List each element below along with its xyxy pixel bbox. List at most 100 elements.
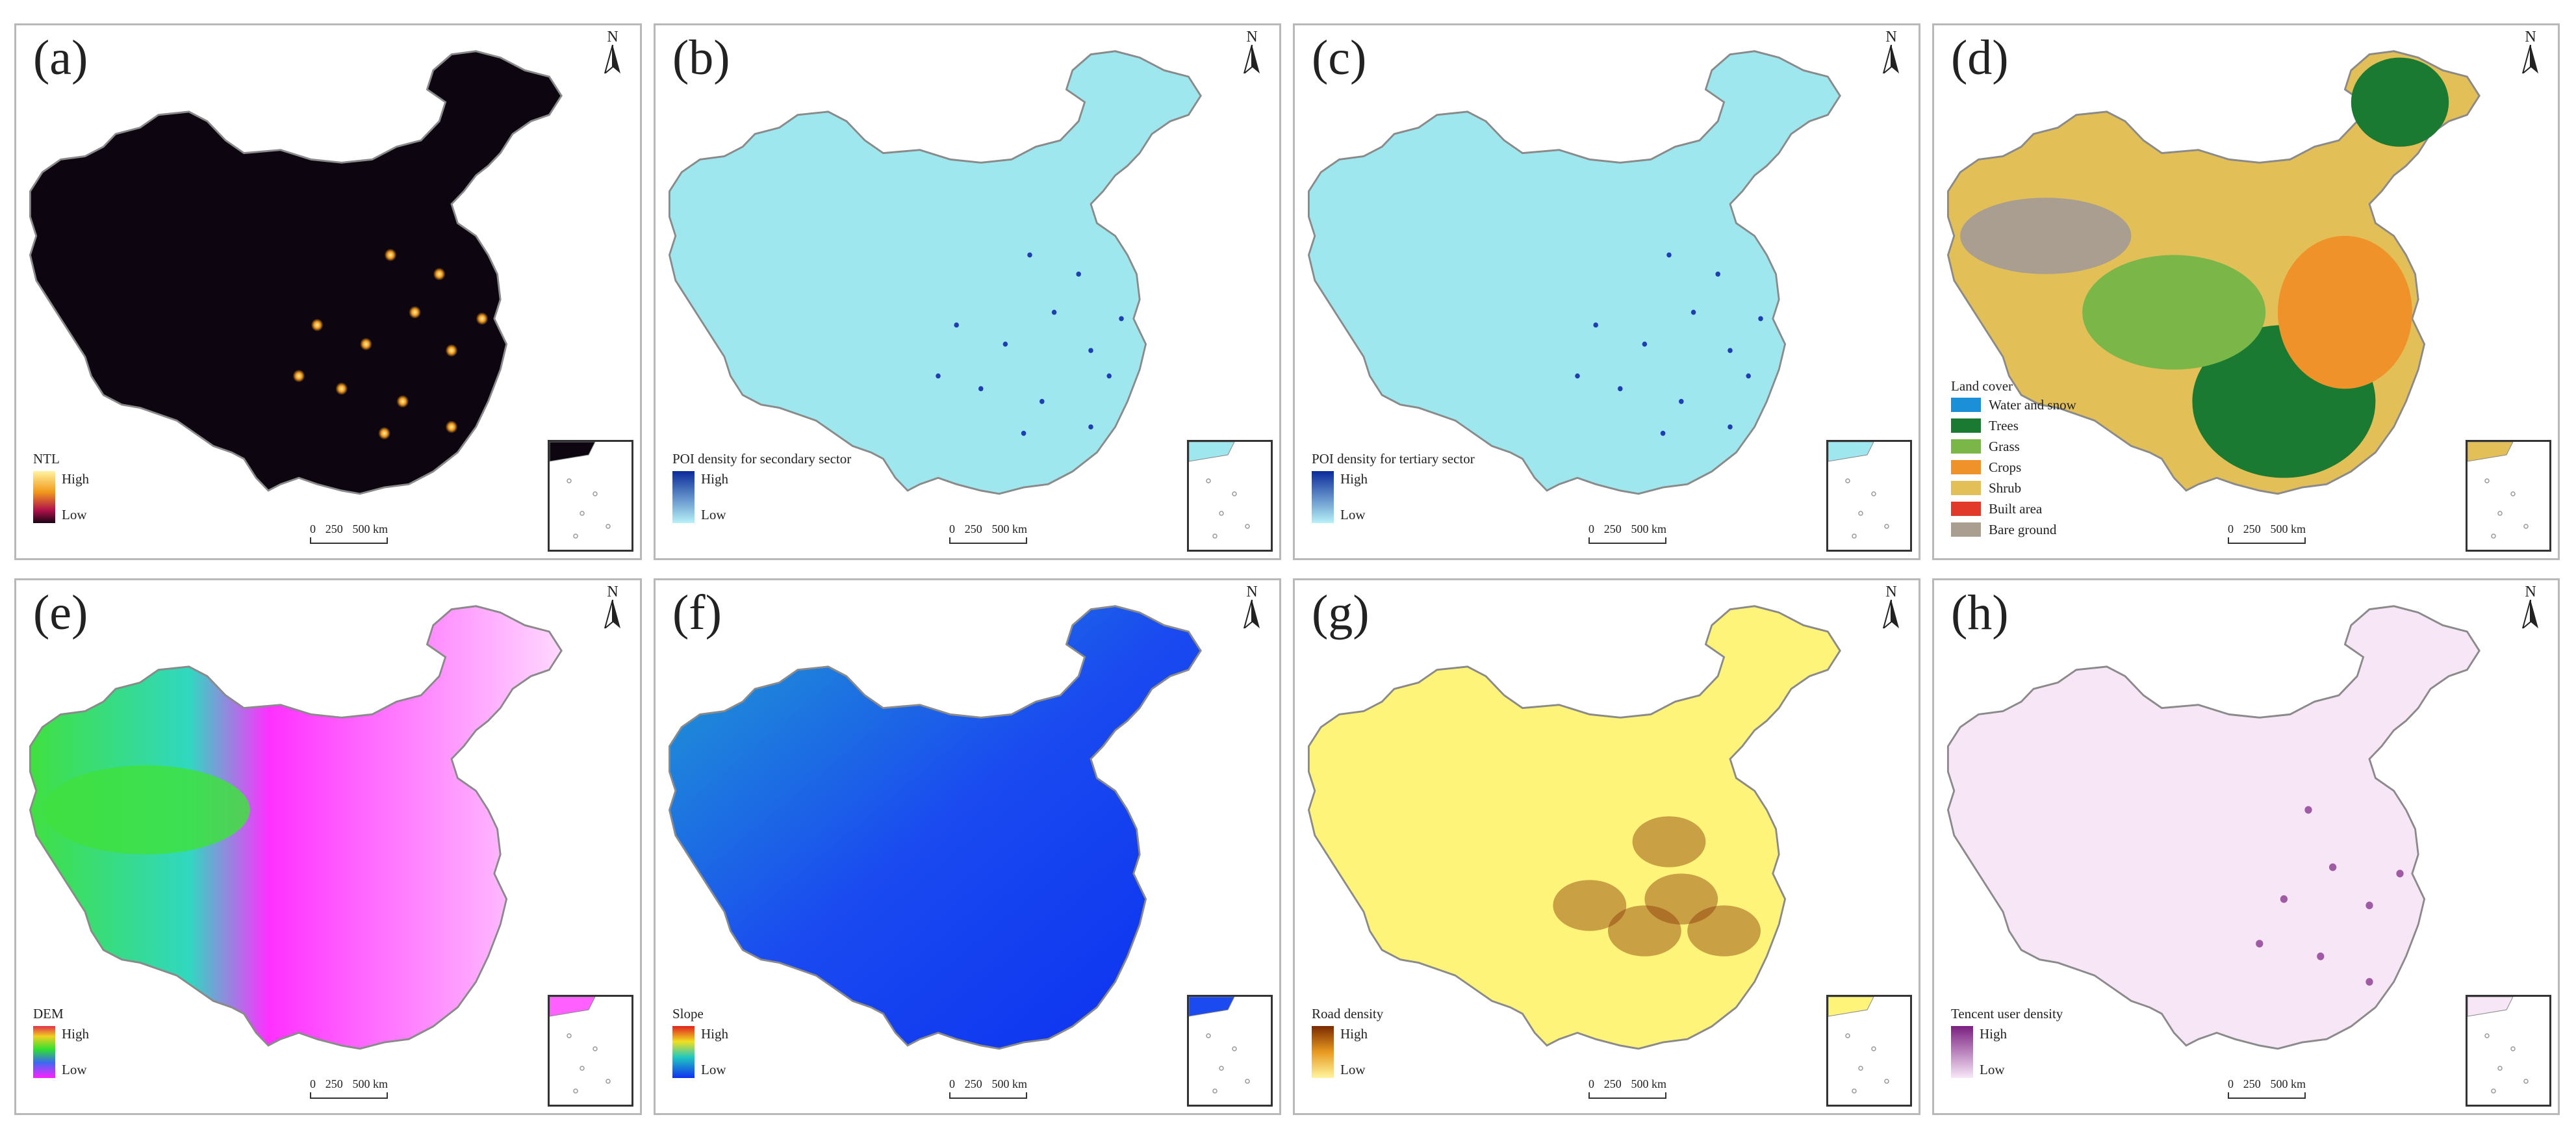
scale-tick-label: 500 km — [2270, 522, 2306, 535]
map-panel-d: (d) N Land cover Water and snow Trees Grass Cr… — [1932, 23, 2560, 560]
legend-high-label: High — [1340, 471, 1368, 487]
city-light — [476, 312, 489, 326]
south-china-sea-inset — [2466, 995, 2551, 1107]
legend-label: Water and snow — [1989, 396, 2076, 413]
map-canvas — [1307, 605, 1841, 1050]
scale-tick-label: 0 — [310, 1077, 316, 1090]
city-light — [378, 427, 391, 440]
city-light — [445, 344, 458, 357]
legend-label: Built area — [1989, 500, 2043, 517]
scale-tick-label: 250 — [2243, 1077, 2261, 1090]
south-china-sea-inset — [1187, 440, 1273, 552]
city-light — [409, 305, 422, 319]
legend-color-ramp — [33, 471, 55, 523]
china-outline — [1307, 605, 1841, 1050]
map-canvas — [29, 50, 563, 495]
china-outline — [668, 605, 1202, 1050]
legend-label: Crops — [1989, 459, 2022, 475]
legend-swatch — [1951, 481, 1981, 495]
scale-tick-label: 500 km — [352, 522, 388, 535]
legend-low-label: Low — [62, 507, 87, 522]
panel-label: (f) — [672, 585, 722, 640]
user-cluster — [2396, 869, 2404, 878]
map-canvas — [1946, 605, 2480, 1050]
legend-title: Slope — [672, 1006, 704, 1021]
legend-high-label: High — [701, 471, 728, 487]
legend-high-label: High — [701, 1026, 728, 1042]
grass-region — [2082, 255, 2266, 370]
poi-cluster — [1666, 252, 1672, 258]
color-ramp-legend: Road density High Low — [1312, 1006, 1383, 1078]
south-china-sea-inset — [1826, 995, 1912, 1107]
panel-label: (a) — [33, 31, 88, 85]
south-china-sea-inset — [1187, 995, 1273, 1107]
legend-low-label: Low — [701, 507, 726, 522]
poi-cluster — [1119, 316, 1124, 322]
city-light — [433, 268, 446, 281]
user-cluster — [2280, 895, 2288, 903]
legend-color-ramp — [1312, 1026, 1334, 1078]
south-china-sea-inset — [1826, 440, 1912, 552]
poi-cluster — [1746, 373, 1751, 379]
user-cluster — [2317, 952, 2325, 960]
scale-tick-label: 250 — [964, 1077, 982, 1090]
poi-cluster — [1660, 430, 1666, 436]
legend-swatch — [1951, 460, 1981, 474]
scale-bar: 0 250 500 km — [310, 522, 388, 544]
scale-tick-label: 500 km — [1631, 1077, 1666, 1090]
legend-high-label: High — [62, 1026, 89, 1042]
poi-cluster — [1728, 348, 1733, 353]
north-arrow-icon: N — [2521, 584, 2540, 632]
legend-low-label: Low — [1340, 1062, 1366, 1077]
china-outline — [668, 50, 1202, 495]
map-canvas — [668, 50, 1202, 495]
legend-swatch — [1951, 398, 1981, 412]
city-light — [360, 337, 372, 351]
scale-bar: 0 250 500 km — [949, 1077, 1027, 1099]
legend-color-ramp — [1312, 471, 1334, 523]
legend-item: Grass — [1951, 436, 2076, 457]
dense-road-area — [1687, 905, 1761, 957]
legend-title: POI density for tertiary sector — [1312, 451, 1475, 467]
poi-cluster — [1642, 341, 1648, 347]
scale-line — [1588, 537, 1666, 544]
user-cluster — [2304, 806, 2312, 814]
scale-line — [949, 1092, 1027, 1099]
scale-tick-label: 250 — [2243, 522, 2261, 535]
poi-cluster — [1715, 271, 1720, 277]
china-outline — [1307, 50, 1841, 495]
legend-color-ramp — [672, 471, 695, 523]
scale-line — [310, 537, 388, 544]
color-ramp-legend: POI density for tertiary sector High Low — [1312, 451, 1475, 523]
legend-low-label: Low — [701, 1062, 726, 1077]
dense-road-area — [1553, 880, 1627, 931]
map-grid: (a) N NTL High Low 0 250 500 km (b) N POI density … — [14, 23, 2571, 1115]
city-light — [311, 318, 324, 331]
scale-bar: 0 250 500 km — [2228, 1077, 2306, 1099]
legend-item: Water and snow — [1951, 394, 2076, 415]
dense-road-area — [1608, 905, 1681, 957]
scale-tick-label: 250 — [1603, 1077, 1622, 1090]
legend-item: Crops — [1951, 457, 2076, 478]
poi-cluster — [1728, 424, 1733, 430]
color-ramp-legend: DEM High Low — [33, 1006, 89, 1078]
city-light — [384, 248, 397, 262]
north-arrow-icon: N — [2521, 29, 2540, 77]
color-ramp-legend: POI density for secondary sector High Low — [672, 451, 851, 523]
poi-cluster — [1076, 271, 1081, 277]
legend-low-label: Low — [1340, 507, 1366, 522]
color-ramp-legend: Slope High Low — [672, 1006, 728, 1078]
city-light — [335, 382, 348, 395]
scale-tick-label: 500 km — [352, 1077, 388, 1090]
scale-tick-label: 0 — [2228, 522, 2234, 535]
scale-tick-label: 0 — [1588, 522, 1594, 535]
north-arrow-icon: N — [604, 29, 622, 77]
scale-tick-label: 500 km — [991, 522, 1027, 535]
scale-tick-label: 250 — [325, 522, 343, 535]
poi-cluster — [1690, 309, 1696, 315]
legend-low-label: Low — [1980, 1062, 2005, 1077]
poi-cluster — [1002, 341, 1008, 347]
north-arrow-icon: N — [1243, 584, 1261, 632]
user-cluster — [2256, 940, 2264, 948]
map-canvas — [29, 605, 563, 1050]
